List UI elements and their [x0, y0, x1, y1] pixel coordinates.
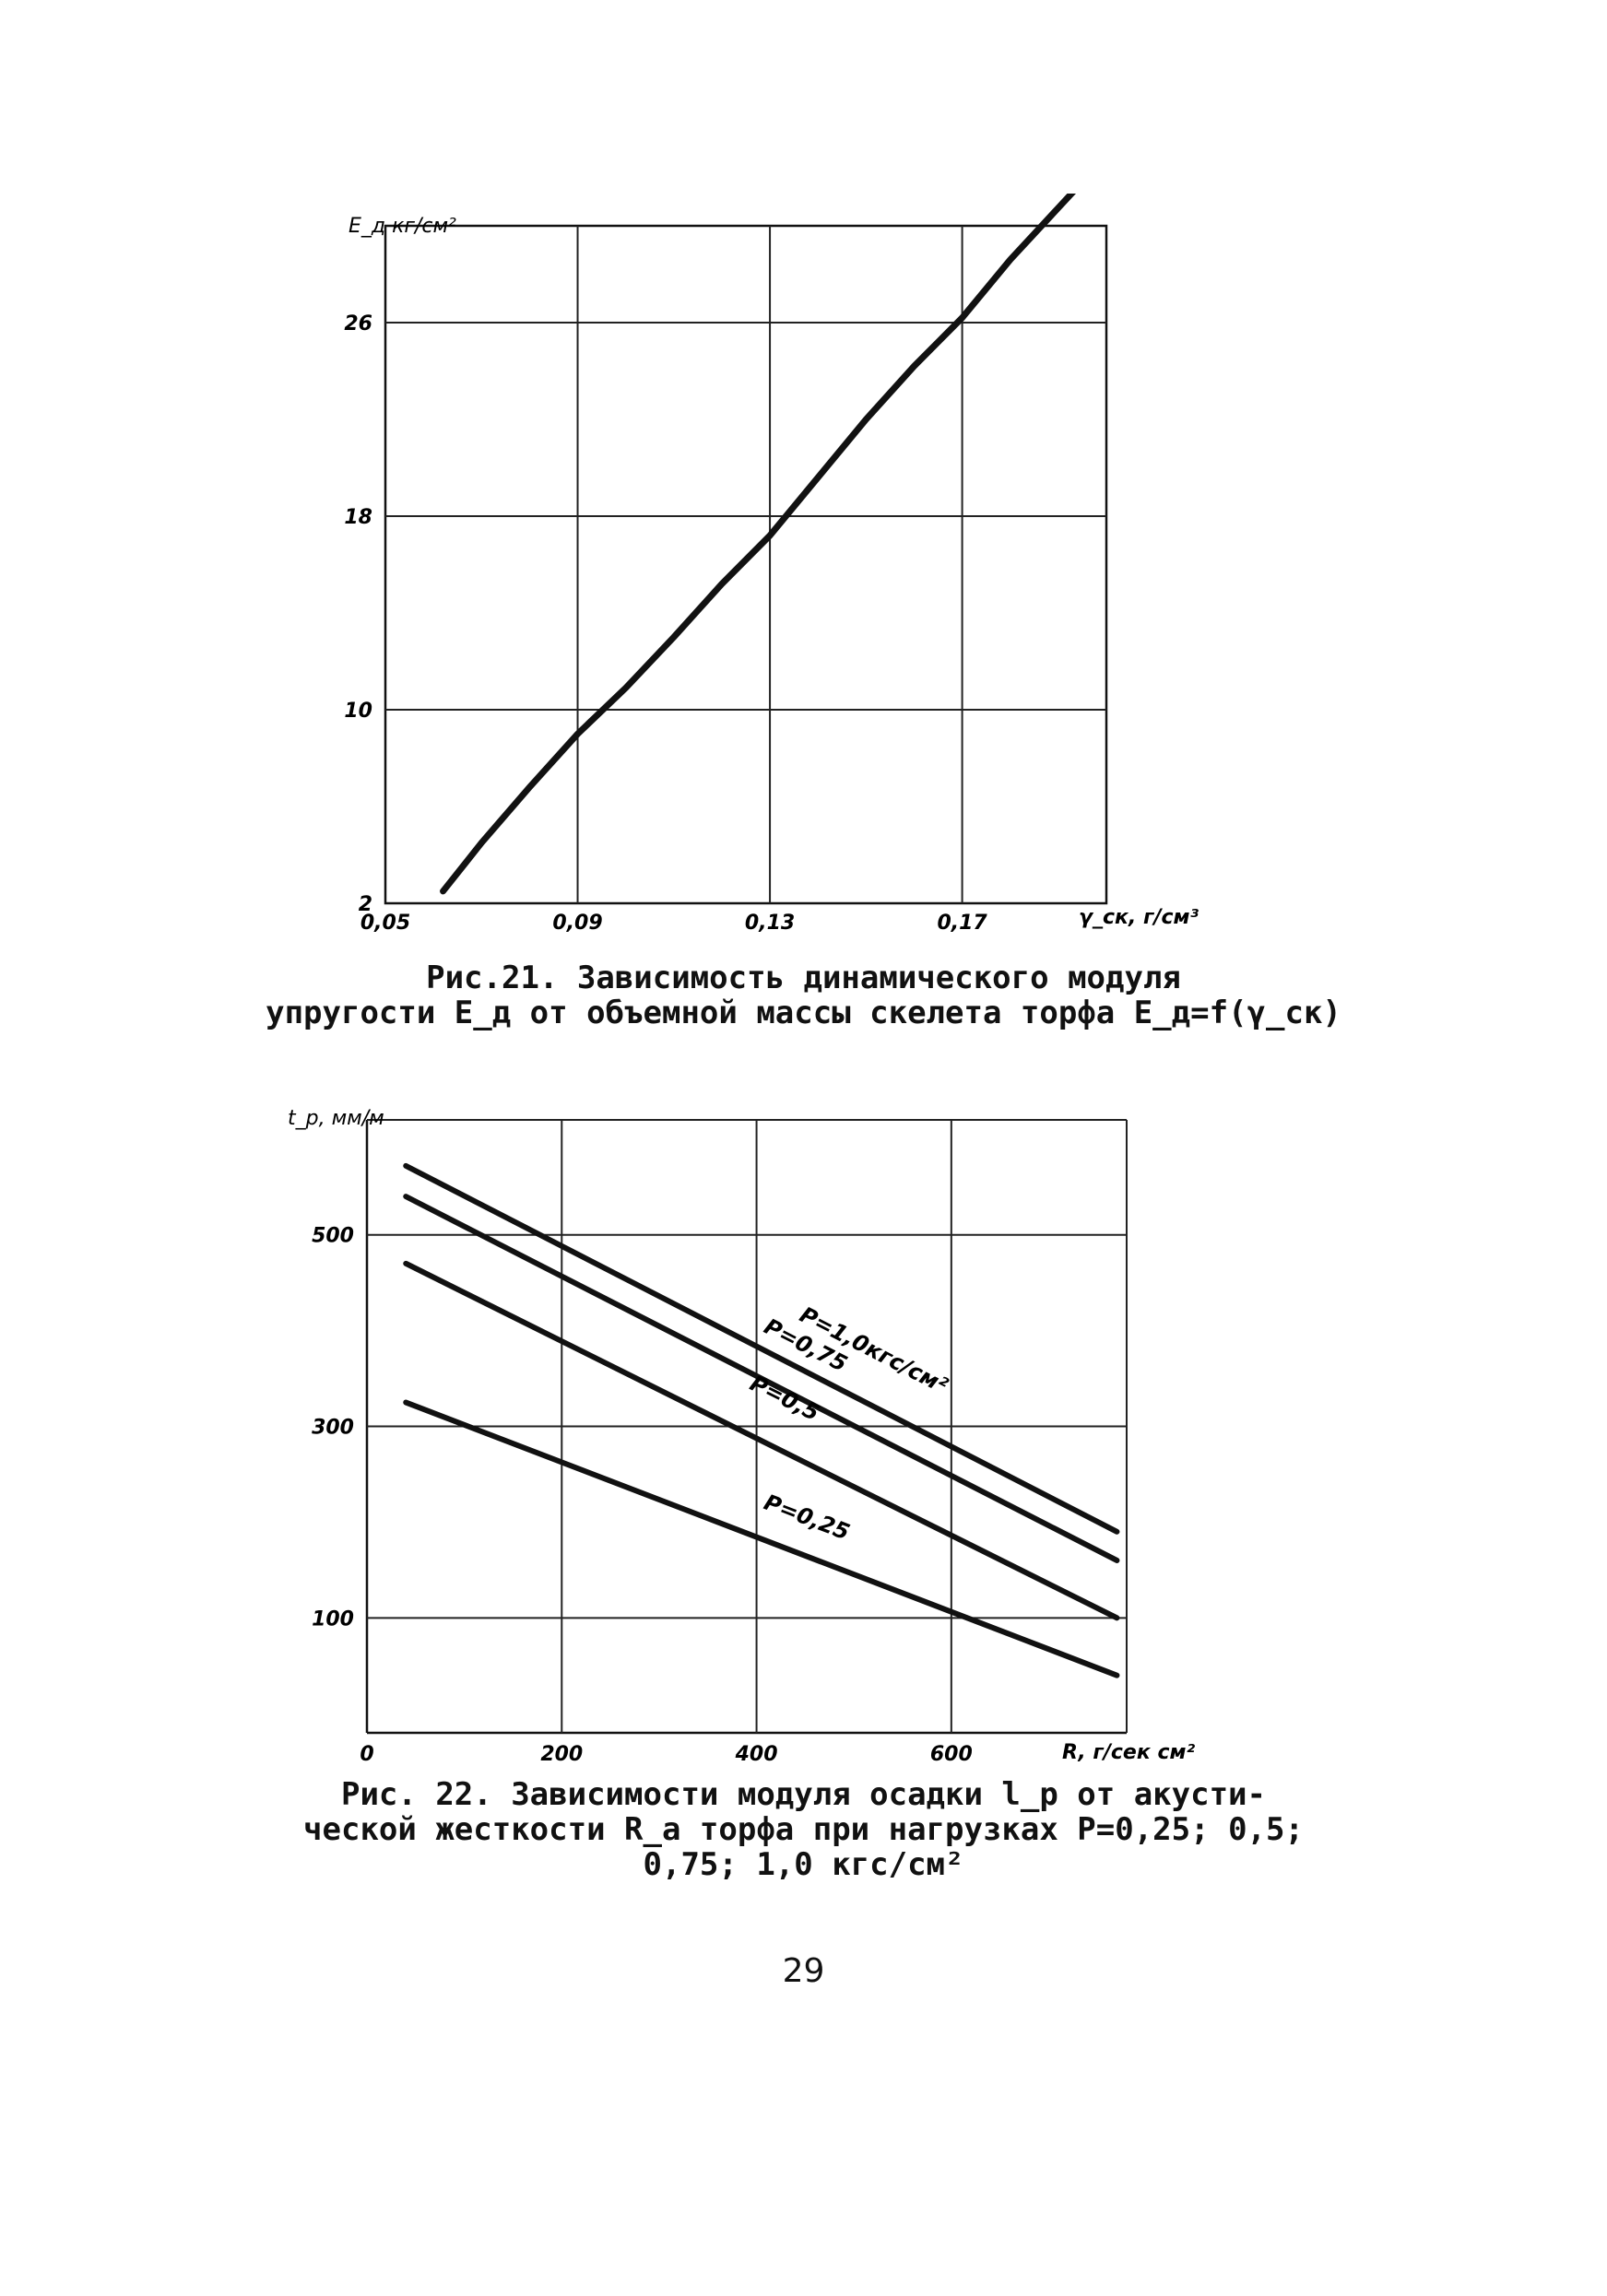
fig22-y-tick-label: 100 [312, 1607, 354, 1631]
fig22-grid [365, 1119, 1128, 1735]
fig21-series [440, 194, 1077, 895]
fig22-series-label: P=0,5 [746, 1371, 823, 1427]
fig22-caption-line1: Рис. 22. Зависимости модуля осадки l_р о… [340, 1776, 1267, 1813]
fig22-x-tick-label: 0 [360, 1743, 373, 1766]
fig22-x-ticks: 0 200 400 600 [360, 1743, 972, 1766]
fig21-caption: Рис.21. Зависимость динамического модуля… [0, 960, 1607, 1030]
fig22-caption: Рис. 22. Зависимости модуля осадки l_р о… [0, 1777, 1607, 1882]
fig22-x-tick-label: 600 [930, 1743, 973, 1766]
fig22-series-line [403, 1399, 1120, 1678]
fig21-x-tick-label: 0,17 [937, 912, 987, 935]
fig21-y-tick-label: 18 [344, 506, 372, 529]
fig22-y-tick-label: 300 [312, 1417, 354, 1440]
fig21-caption-line2: упругости E_д от объемной массы скелета … [266, 995, 1341, 1031]
fig21-caption-line1: Рис.21. Зависимость динамического модуля [426, 960, 1181, 996]
fig21-x-tick-label: 0,13 [745, 912, 795, 935]
fig22-series-line [403, 1162, 1120, 1535]
fig22-series-label: P=0,25 [761, 1489, 854, 1546]
fig22-ylabel: t_p, мм/м [288, 1107, 384, 1130]
page-number: 29 [782, 1952, 825, 1990]
fig21-y-ticks: 2 10 18 26 [344, 312, 372, 916]
fig22-y-ticks: 100 300 500 [312, 1225, 354, 1631]
fig21-y-tick-label: 26 [344, 312, 372, 336]
fig21-grid [384, 224, 1108, 905]
fig21-curve [440, 194, 1077, 895]
fig22-series-line [403, 1194, 1120, 1563]
fig22-y-tick-label: 500 [312, 1225, 354, 1248]
fig21-xlabel: γ_ск, г/см³ [1079, 906, 1199, 929]
fig21-ylabel: E_д кг/см² [349, 215, 456, 238]
fig21-y-tick-label: 10 [344, 700, 372, 723]
fig22-series-line [403, 1260, 1120, 1621]
fig22-xlabel: R, г/сек см² [1062, 1741, 1195, 1764]
fig21-frame [384, 224, 1108, 905]
fig22-caption-line3: 0,75; 1,0 кгс/см² [643, 1846, 964, 1883]
fig22-x-tick-label: 400 [735, 1743, 778, 1766]
fig21-x-tick-label: 0,05 [360, 912, 410, 935]
fig22-caption-line2: ческой жесткости R_a торфа при нагрузках… [303, 1811, 1304, 1848]
fig22-x-tick-label: 200 [540, 1743, 583, 1766]
fig21-x-ticks: 0,05 0,09 0,13 0,17 [360, 912, 988, 935]
chart-fig22: t_p, мм/м R, г/сек см² 0 200 400 600 100 300… [288, 1107, 1195, 1766]
chart-fig21: E_д кг/см² γ_ск, г/см³ 0,05 0,09 0,13 0,17 … [344, 194, 1199, 935]
fig21-y-tick-label: 2 [359, 893, 372, 916]
fig21-x-tick-label: 0,09 [552, 912, 602, 935]
